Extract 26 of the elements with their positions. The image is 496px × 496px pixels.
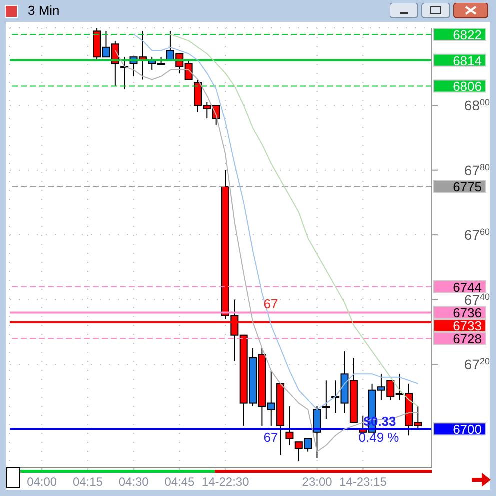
y-tick-label: 67$^{80}$ — [464, 162, 490, 178]
x-tick-label: 04:00 — [27, 475, 58, 489]
chart-title: 3 Min — [28, 3, 60, 18]
annotation: 67 — [264, 296, 278, 312]
candlestick — [322, 380, 330, 420]
y-tick-label: 67$^{20}$ — [464, 356, 490, 372]
ref-line-label: 6728 — [453, 332, 482, 347]
ref-line-label: 6736 — [453, 306, 482, 321]
x-tick-label: 04:15 — [72, 475, 104, 489]
annotation: 67 — [264, 430, 278, 446]
ref-line-label: 6806 — [453, 79, 482, 94]
ref-line-label: 6775 — [453, 180, 482, 195]
annotation: 0.49 % — [358, 430, 400, 446]
x-tick-label: 14-23:15 — [340, 475, 388, 489]
x-tick-label: 04:45 — [164, 475, 196, 489]
x-tick-label: 04:30 — [118, 475, 150, 489]
ref-line-label: 6733 — [453, 318, 482, 334]
x-tick-label: 23:00 — [302, 475, 333, 489]
y-tick-label: 68$^{00}$ — [464, 98, 490, 114]
candlestick — [313, 406, 322, 459]
y-tick-label: 67$^{60}$ — [464, 227, 490, 244]
ref-line-label: 6700 — [453, 422, 482, 438]
ref-line-label: 6814 — [453, 53, 482, 68]
ref-line-label: 6822 — [453, 27, 482, 42]
x-tick-label: 14-22:30 — [202, 475, 250, 489]
candlestick — [286, 406, 294, 446]
